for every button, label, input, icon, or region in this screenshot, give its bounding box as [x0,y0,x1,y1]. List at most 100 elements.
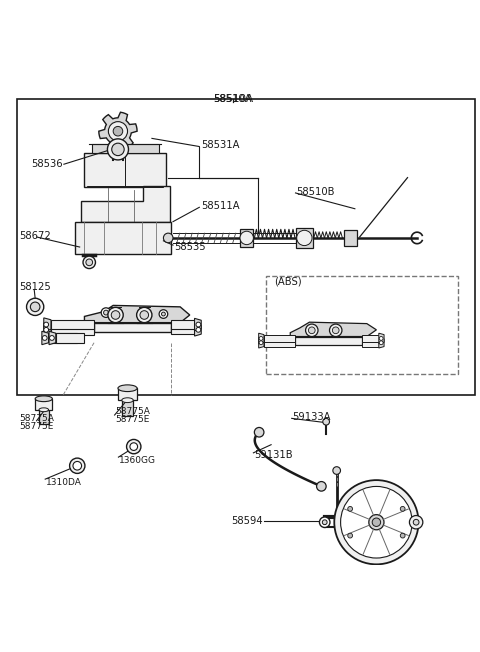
Polygon shape [99,112,137,150]
Circle shape [369,514,384,530]
Circle shape [127,439,141,454]
Circle shape [400,507,405,511]
Polygon shape [170,320,194,329]
Circle shape [159,310,168,318]
Circle shape [320,517,330,527]
Text: 58775A: 58775A [116,407,150,416]
Polygon shape [92,144,158,153]
Circle shape [112,143,124,156]
Polygon shape [44,323,51,336]
Circle shape [329,324,342,336]
Text: 59133A: 59133A [293,412,331,422]
Text: 58531A: 58531A [201,140,239,150]
Circle shape [108,307,123,323]
Ellipse shape [35,396,52,402]
Polygon shape [290,322,376,336]
Polygon shape [48,333,77,343]
Polygon shape [84,305,190,323]
Circle shape [297,230,312,246]
Circle shape [49,336,54,340]
Polygon shape [51,325,94,334]
Polygon shape [264,339,295,347]
Circle shape [196,327,201,333]
Circle shape [348,507,352,511]
Bar [17,98,475,395]
Circle shape [240,231,253,244]
Polygon shape [170,325,194,334]
Circle shape [372,518,381,526]
Circle shape [161,312,165,316]
Circle shape [108,139,129,160]
Text: 58510A: 58510A [214,94,252,104]
Circle shape [409,516,423,529]
Circle shape [163,233,173,243]
Bar [296,228,313,248]
Text: 58535: 58535 [174,241,205,252]
Polygon shape [259,333,264,344]
Bar [240,230,253,246]
Circle shape [341,486,412,558]
Polygon shape [49,331,56,345]
Polygon shape [194,323,201,336]
Circle shape [259,336,263,340]
Polygon shape [44,318,51,331]
Text: 59131B: 59131B [254,451,293,460]
Polygon shape [35,399,52,409]
Circle shape [306,324,318,336]
Polygon shape [39,409,48,424]
Text: 1360GG: 1360GG [120,456,156,464]
Text: 58775E: 58775E [19,422,53,432]
Polygon shape [81,186,169,222]
Circle shape [137,307,152,323]
Text: 58536: 58536 [31,159,63,170]
Ellipse shape [122,398,133,402]
Circle shape [400,533,405,538]
Ellipse shape [39,408,48,411]
Polygon shape [122,400,133,416]
Circle shape [323,520,327,525]
Circle shape [26,298,44,316]
Bar [87,186,163,187]
Polygon shape [51,319,94,329]
Text: 58510A: 58510A [213,94,253,104]
Polygon shape [75,222,170,254]
Circle shape [104,310,108,315]
Circle shape [379,341,383,345]
Ellipse shape [118,385,137,392]
Polygon shape [84,153,166,187]
Circle shape [44,322,48,327]
Circle shape [309,327,315,334]
Circle shape [83,256,96,269]
Polygon shape [362,334,379,342]
Circle shape [379,336,383,340]
Circle shape [413,520,419,525]
Bar [266,276,458,374]
Circle shape [259,341,263,345]
Polygon shape [379,333,384,344]
Polygon shape [94,323,170,333]
Circle shape [70,458,85,473]
Polygon shape [118,388,137,400]
Circle shape [113,126,123,136]
Text: 58775A: 58775A [19,415,54,423]
Circle shape [323,419,329,425]
Circle shape [42,336,47,340]
Circle shape [140,311,149,319]
Polygon shape [194,318,201,331]
Circle shape [332,327,339,334]
Circle shape [73,462,82,470]
Polygon shape [264,334,295,342]
Text: 58511A: 58511A [201,201,240,211]
Text: 58594: 58594 [231,516,263,526]
Circle shape [254,428,264,437]
Circle shape [334,480,419,565]
Circle shape [108,122,128,141]
Text: 58775E: 58775E [116,415,150,424]
Circle shape [111,311,120,319]
Circle shape [196,322,201,327]
Circle shape [348,533,352,538]
Circle shape [30,302,40,312]
Circle shape [44,327,48,333]
Polygon shape [56,333,84,343]
Polygon shape [295,336,362,345]
